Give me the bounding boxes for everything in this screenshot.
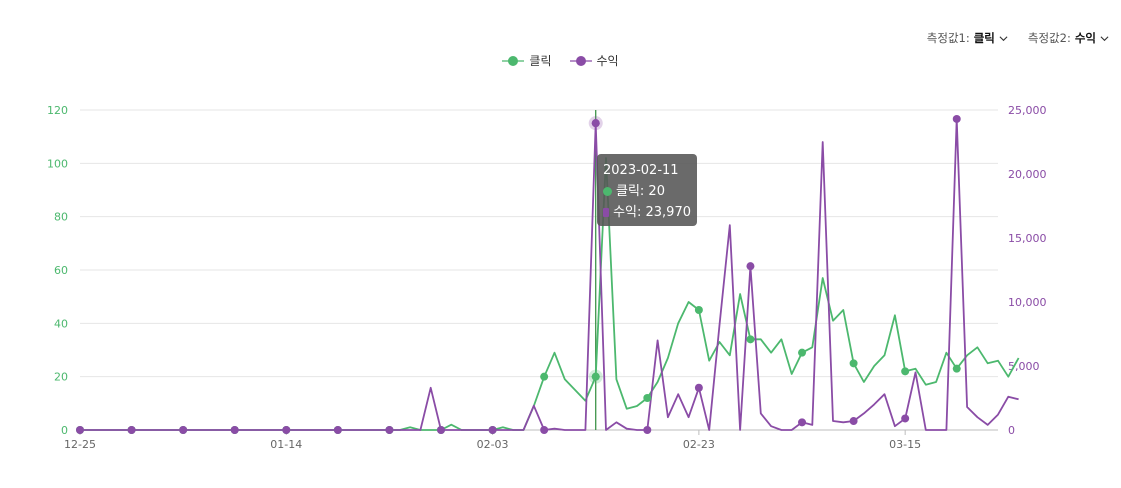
x-tick-label: 02-23	[683, 438, 715, 451]
chart-tooltip: 2023-02-11 클릭: 20 수익: 23,970	[597, 154, 697, 226]
legend-item-revenue[interactable]: 수익	[569, 52, 619, 69]
data-point-revenue	[901, 414, 910, 423]
measure2-value: 수익	[1074, 31, 1096, 45]
series-line-revenue	[80, 118, 1019, 431]
x-tick-label: 01-14	[270, 438, 302, 451]
data-point-revenue	[385, 426, 394, 434]
y-right-tick-label: 25,000	[1008, 104, 1047, 117]
data-point-click	[540, 372, 549, 381]
data-point-revenue	[798, 418, 807, 427]
y-left-tick-label: 0	[61, 424, 68, 437]
measure1-dropdown[interactable]: 측정값1: 클릭	[927, 30, 1008, 46]
data-point-revenue	[230, 426, 239, 434]
data-point-revenue	[540, 426, 549, 434]
tooltip-revenue-dot	[603, 208, 610, 217]
data-point-click	[901, 367, 910, 376]
tooltip-click-row: 클릭: 20	[603, 181, 691, 202]
data-point-revenue	[746, 262, 755, 271]
data-point-revenue	[282, 426, 291, 434]
data-point-click	[849, 359, 858, 368]
legend-item-click[interactable]: 클릭	[502, 52, 552, 69]
legend-marker-click	[502, 55, 525, 66]
x-tick-label: 03-15	[889, 438, 921, 451]
y-right-tick-label: 0	[1008, 424, 1015, 437]
y-left-tick-label: 100	[47, 157, 68, 170]
series-line-click	[80, 157, 1020, 431]
tooltip-date: 2023-02-11	[603, 163, 679, 178]
tooltip-click-text: 클릭: 20	[616, 184, 665, 199]
y-left-tick-label: 20	[54, 371, 68, 384]
data-point-click	[952, 364, 961, 373]
data-point-revenue	[643, 426, 652, 434]
data-point-revenue	[952, 114, 961, 123]
data-point-click	[643, 394, 652, 402]
chart-legend: 클릭 수익	[0, 52, 1121, 69]
data-point-revenue	[488, 426, 497, 434]
y-left-tick-label: 80	[54, 211, 68, 224]
data-point-revenue	[127, 426, 136, 434]
x-tick-label: 12-25	[64, 438, 96, 451]
data-point-click	[694, 306, 703, 314]
y-left-tick-label: 120	[47, 104, 68, 117]
y-left-tick-label: 40	[54, 317, 68, 330]
y-right-tick-label: 20,000	[1008, 168, 1047, 181]
data-point-revenue	[694, 383, 703, 392]
measure2-label: 측정값2:	[1027, 31, 1071, 45]
data-point-click	[746, 335, 755, 344]
legend-marker-revenue	[569, 55, 592, 66]
tooltip-revenue-text: 수익: 23,970	[613, 205, 691, 220]
highlight-point-click	[591, 372, 600, 381]
measure1-label: 측정값1:	[926, 31, 970, 45]
data-point-revenue	[849, 417, 858, 426]
measure1-value: 클릭	[973, 31, 995, 45]
y-right-tick-label: 10,000	[1008, 296, 1047, 309]
data-point-revenue	[179, 426, 188, 434]
chevron-down-icon	[1100, 35, 1109, 41]
highlight-point-revenue	[591, 119, 600, 128]
tooltip-revenue-row: 수익: 23,970	[603, 202, 691, 223]
data-point-revenue	[76, 426, 84, 434]
y-right-tick-label: 15,000	[1008, 232, 1047, 245]
tooltip-click-dot	[603, 187, 612, 196]
data-point-revenue	[333, 426, 342, 434]
measure2-dropdown[interactable]: 측정값2: 수익	[1028, 30, 1109, 46]
x-tick-label: 02-03	[477, 438, 509, 451]
measure-selectors: 측정값1: 클릭 측정값2: 수익	[927, 30, 1109, 46]
data-point-click	[798, 348, 807, 357]
y-left-tick-label: 60	[54, 264, 68, 277]
chevron-down-icon	[999, 35, 1008, 41]
legend-label-revenue: 수익	[596, 54, 619, 68]
data-point-revenue	[437, 426, 446, 434]
legend-label-click: 클릭	[529, 54, 552, 68]
y-right-tick-label: 5,000	[1008, 360, 1040, 373]
